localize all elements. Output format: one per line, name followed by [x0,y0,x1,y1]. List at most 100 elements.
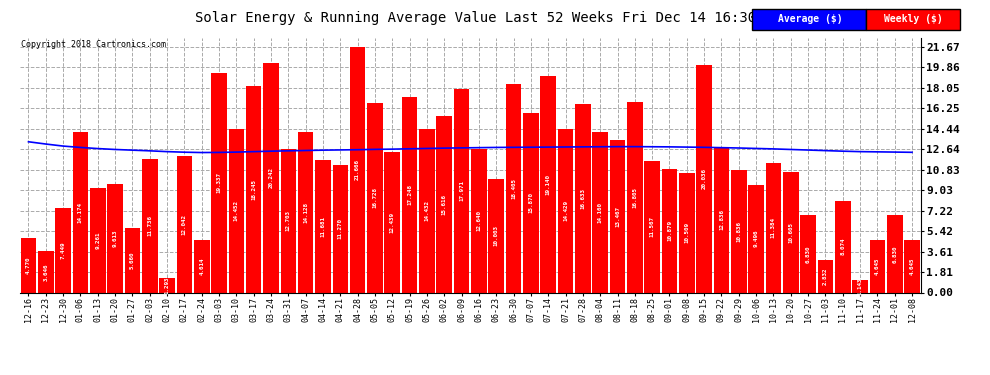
Bar [211,74,227,292]
Text: 12.640: 12.640 [476,210,481,231]
Bar [714,147,730,292]
Bar [349,47,365,292]
Text: 12.836: 12.836 [719,209,724,230]
Bar [541,76,556,292]
Text: 14.128: 14.128 [303,202,308,223]
Text: 9.613: 9.613 [113,229,118,247]
Text: 18.405: 18.405 [511,178,516,199]
Text: 11.270: 11.270 [338,218,343,239]
Text: 16.728: 16.728 [372,187,377,208]
Bar [610,140,626,292]
Text: 4.645: 4.645 [875,257,880,275]
Text: 15.870: 15.870 [529,192,534,213]
Bar [696,65,712,292]
Bar [506,84,522,292]
Bar [280,148,296,292]
Bar [887,215,903,292]
Text: 11.384: 11.384 [771,217,776,238]
Text: 2.832: 2.832 [823,268,828,285]
Text: 14.432: 14.432 [425,200,430,221]
Text: 6.830: 6.830 [806,245,811,262]
Bar [627,102,643,292]
Text: 15.616: 15.616 [442,194,446,214]
Bar [72,132,88,292]
Bar [419,129,435,292]
Bar [661,169,677,292]
Text: 14.452: 14.452 [234,200,239,221]
Bar [592,132,608,292]
Text: 11.681: 11.681 [321,216,326,237]
Bar [263,63,279,292]
Text: 17.971: 17.971 [459,180,464,201]
Bar [384,152,400,292]
Bar [644,161,660,292]
Text: 6.830: 6.830 [892,245,897,262]
Bar [38,251,53,292]
Bar [523,112,539,292]
Bar [471,149,487,292]
Text: 10.003: 10.003 [494,225,499,246]
Bar [55,208,71,292]
Bar [800,215,816,292]
Bar [818,260,834,292]
Bar [246,86,261,292]
Bar [21,238,37,292]
Text: Solar Energy & Running Average Value Last 52 Weeks Fri Dec 14 16:30: Solar Energy & Running Average Value Las… [195,11,755,25]
Text: 12.703: 12.703 [286,210,291,231]
Bar [679,173,695,292]
Bar [557,129,573,292]
Text: 11.736: 11.736 [148,216,152,237]
Text: 16.633: 16.633 [580,188,585,209]
Bar [852,279,868,292]
Bar [575,104,591,292]
Text: 19.337: 19.337 [217,172,222,194]
Bar [783,172,799,292]
Text: Copyright 2018 Cartronics.com: Copyright 2018 Cartronics.com [21,40,165,49]
Text: 12.042: 12.042 [182,214,187,235]
Bar [125,228,141,292]
Text: 10.879: 10.879 [667,220,672,242]
Bar [748,185,764,292]
Bar [437,116,452,292]
Bar [367,103,383,292]
Bar [315,160,331,292]
Text: 11.567: 11.567 [649,216,654,237]
Bar [402,97,418,292]
Bar [90,188,106,292]
Text: 4.645: 4.645 [910,257,915,275]
Text: 8.074: 8.074 [841,238,845,255]
Bar [904,240,920,292]
Bar [765,164,781,292]
Text: 19.140: 19.140 [545,174,550,195]
Text: 1.143: 1.143 [857,277,862,295]
Text: 7.449: 7.449 [60,242,65,259]
Text: 3.646: 3.646 [44,263,49,280]
Text: 10.605: 10.605 [788,222,793,243]
Text: 16.805: 16.805 [633,187,638,208]
Text: 18.245: 18.245 [251,178,256,200]
Bar [453,89,469,292]
Bar [176,156,192,292]
Bar [107,183,123,292]
Bar [159,278,175,292]
Text: 10.836: 10.836 [737,220,742,242]
Text: 14.174: 14.174 [78,202,83,223]
Text: 20.036: 20.036 [702,168,707,189]
Bar [488,179,504,292]
Bar [835,201,850,292]
Text: 21.666: 21.666 [355,159,360,180]
Bar [298,132,314,292]
Text: 9.496: 9.496 [753,230,758,248]
Text: 17.248: 17.248 [407,184,412,205]
Text: 12.439: 12.439 [390,211,395,232]
Text: 13.467: 13.467 [615,206,620,226]
Text: 5.660: 5.660 [130,252,135,269]
Text: Average ($): Average ($) [777,15,842,24]
Text: Weekly ($): Weekly ($) [884,15,942,24]
Text: 9.261: 9.261 [95,231,100,249]
Bar [229,129,245,292]
Bar [869,240,885,292]
Bar [731,170,746,292]
Text: 1.293: 1.293 [164,276,169,294]
Bar [333,165,348,292]
